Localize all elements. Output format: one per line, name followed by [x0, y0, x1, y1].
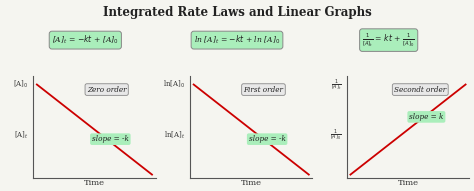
X-axis label: Time: Time — [398, 179, 419, 187]
Text: slope = -k: slope = -k — [92, 135, 129, 143]
X-axis label: Time: Time — [241, 179, 262, 187]
Text: ln [A]$_t$ = $-kt$ + ln [A]$_0$: ln [A]$_t$ = $-kt$ + ln [A]$_0$ — [194, 34, 280, 46]
Text: slope = k: slope = k — [409, 113, 444, 121]
Text: [A]$_t$: [A]$_t$ — [14, 129, 28, 141]
Text: [A]$_t$ = $-kt$ + [A]$_0$: [A]$_t$ = $-kt$ + [A]$_0$ — [52, 34, 118, 46]
X-axis label: Time: Time — [84, 179, 105, 187]
Text: $\frac{1}{[A]_t}$ = $kt$ + $\frac{1}{[A]_0}$: $\frac{1}{[A]_t}$ = $kt$ + $\frac{1}{[A]… — [362, 32, 415, 49]
Text: ln[A]$_0$: ln[A]$_0$ — [163, 79, 185, 90]
Text: Integrated Rate Laws and Linear Graphs: Integrated Rate Laws and Linear Graphs — [103, 6, 371, 19]
Text: $\frac{1}{[A]_0}$: $\frac{1}{[A]_0}$ — [330, 128, 342, 142]
Text: ln[A]$_t$: ln[A]$_t$ — [164, 129, 185, 141]
Text: $\frac{1}{[A]_t}$: $\frac{1}{[A]_t}$ — [331, 77, 342, 92]
Text: [A]$_0$: [A]$_0$ — [13, 79, 28, 90]
Text: Secondt order: Secondt order — [394, 86, 447, 94]
Text: slope = -k: slope = -k — [249, 135, 285, 143]
Text: Zero order: Zero order — [87, 86, 127, 94]
Text: First order: First order — [244, 86, 283, 94]
